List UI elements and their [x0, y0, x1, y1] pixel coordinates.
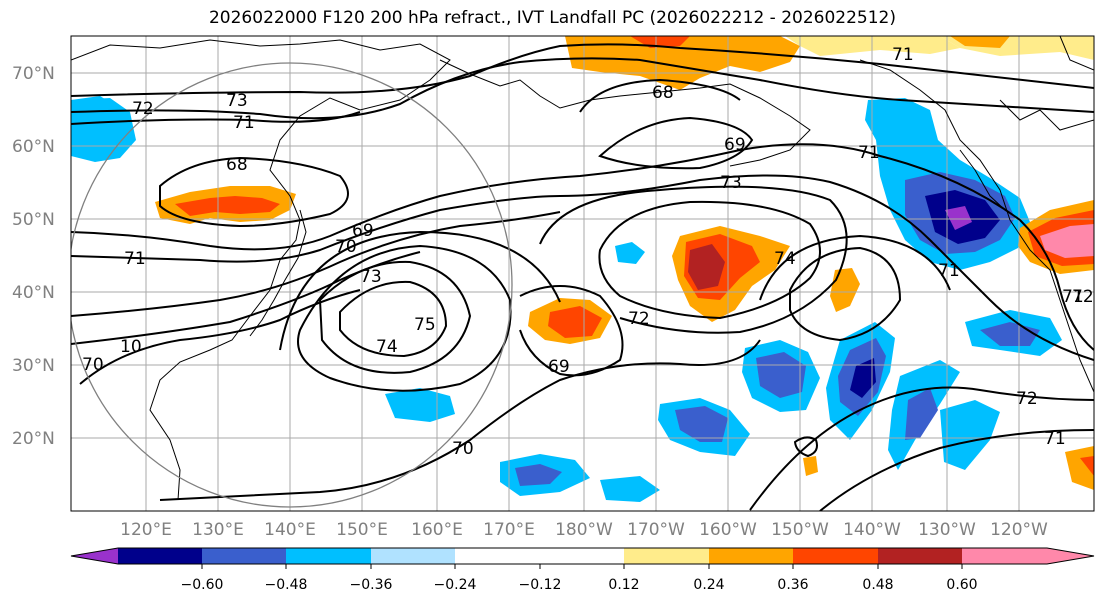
colorbar-label: −0.36	[350, 577, 393, 593]
lon-label: 130°W	[918, 520, 976, 540]
colorbar-label: −0.12	[519, 577, 562, 593]
colorbar-segment	[202, 548, 286, 564]
colorbar-segment	[709, 548, 793, 564]
contour-label: 73	[360, 267, 382, 287]
contour-label: 73	[226, 91, 248, 111]
lon-label: 170°E	[483, 520, 535, 540]
lon-label: 140°E	[264, 520, 316, 540]
contour-label: 68	[226, 155, 248, 175]
contour-label: 71	[892, 45, 914, 65]
colorbar-label: 0.60	[946, 577, 977, 593]
contour-label: 69	[548, 357, 570, 377]
contour-label: 71	[938, 261, 960, 281]
colorbar-segment	[71, 548, 118, 564]
lon-label: 140°W	[843, 520, 901, 540]
coastlines	[71, 36, 1094, 501]
contour-label: 70	[452, 439, 474, 459]
contour-label: 70	[335, 237, 357, 257]
colorbar-label: −0.60	[181, 577, 224, 593]
contour-label: 74	[376, 337, 398, 357]
colorbar-segment	[624, 548, 709, 564]
colorbar-ticks	[201, 564, 963, 569]
contour-label: 69	[724, 135, 746, 155]
contour-label: 10	[120, 337, 142, 357]
contour-label: 68	[652, 83, 674, 103]
contour-label: 72	[1072, 287, 1094, 307]
colorbar-label: 0.48	[862, 577, 893, 593]
lat-label: 30°N	[12, 356, 55, 376]
contour-label: 71	[1062, 287, 1084, 307]
colorbar: −0.60 −0.48 −0.36 −0.24 −0.12 0.12 0.24 …	[70, 547, 1095, 593]
lat-label: 60°N	[12, 137, 55, 157]
colorbar-segment	[878, 548, 962, 564]
contour-label: 72	[628, 309, 650, 329]
latitude-labels: 70°N 60°N 50°N 40°N 30°N 20°N	[12, 64, 55, 449]
colorbar-segment	[286, 548, 371, 564]
lon-label: 170°W	[627, 520, 685, 540]
lon-label: 150°W	[771, 520, 829, 540]
lon-label: 160°W	[699, 520, 757, 540]
colorbar-label: 0.36	[777, 577, 808, 593]
colorbar-label: 0.24	[693, 577, 724, 593]
contour-label: 72	[132, 99, 154, 119]
projection-circle	[71, 62, 513, 508]
colorbar-label: −0.48	[265, 577, 308, 593]
colorbar-segment	[962, 548, 1094, 564]
colorbar-label: −0.24	[434, 577, 477, 593]
colorbar-segment	[455, 548, 624, 564]
contour-label: 74	[774, 249, 796, 269]
lat-label: 70°N	[12, 64, 55, 84]
colorbar-segment	[118, 548, 202, 564]
lon-label: 180°W	[555, 520, 613, 540]
contour-label: 75	[414, 315, 436, 335]
lat-label: 40°N	[12, 283, 55, 303]
contour-label: 69	[352, 221, 374, 241]
contour-label: 71	[124, 249, 146, 269]
lon-label: 120°E	[120, 520, 172, 540]
colorbar-label: 0.12	[608, 577, 639, 593]
contour-label: 72	[1016, 389, 1038, 409]
lon-label: 120°W	[990, 520, 1048, 540]
contour-label: 73	[720, 173, 742, 193]
longitude-labels: 120°E 130°E 140°E 150°E 160°E 170°E 180°…	[120, 520, 1048, 540]
contour-label: 71	[858, 143, 880, 163]
contour-labels: 73 72 71 68 71 71 70 69 73 75 74 10 70 7…	[82, 45, 1094, 459]
map-title: 2026022000 F120 200 hPa refract., IVT La…	[208, 8, 896, 28]
lat-label: 50°N	[12, 210, 55, 230]
colorbar-segment	[371, 548, 455, 564]
contour-label: 71	[1044, 429, 1066, 449]
contours	[71, 43, 1094, 511]
lon-label: 160°E	[411, 520, 463, 540]
lat-label: 20°N	[12, 429, 55, 449]
lon-label: 150°E	[336, 520, 388, 540]
colorbar-outline	[70, 547, 1095, 565]
contour-label: 71	[233, 113, 255, 133]
graticule	[71, 36, 1094, 511]
colorbar-segment	[793, 548, 878, 564]
contour-label: 70	[82, 355, 104, 375]
lon-label: 130°E	[192, 520, 244, 540]
map-frame	[70, 35, 1095, 512]
